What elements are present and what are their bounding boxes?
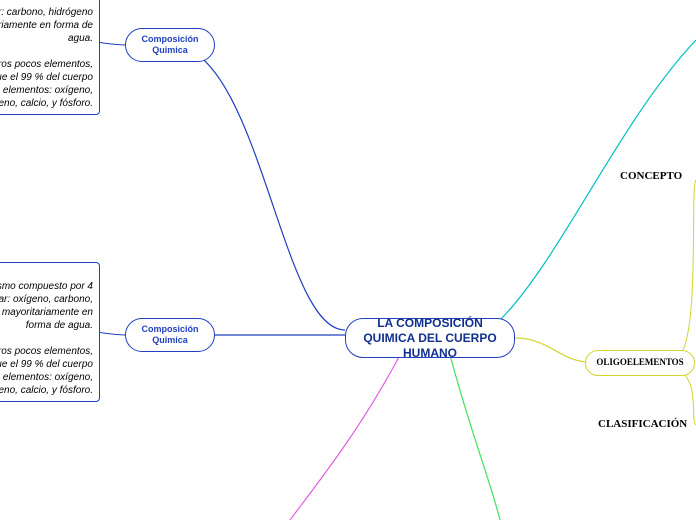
node-oligoelementos-label: OLIGOELEMENTOS [596, 357, 683, 368]
textbox-top-left: …4 elementos en particular: carbono, hid… [0, 0, 100, 115]
node-composicion-left[interactable]: Composición Quimica [125, 318, 215, 352]
node-composicion-left-label: Composición Quimica [140, 324, 200, 347]
central-node[interactable]: LA COMPOSICIÓN QUIMICA DEL CUERPO HUMANO [345, 318, 515, 358]
label-clasificacion[interactable]: CLASIFICACIÓN [598, 418, 687, 430]
node-composicion-top-label: Composición Quimica [140, 34, 200, 57]
connector-lines [0, 0, 696, 520]
textbox-mid-left: Un 96 % de nuestro organismo compuesto p… [0, 262, 100, 402]
mindmap-canvas: LA COMPOSICIÓN QUIMICA DEL CUERPO HUMANO… [0, 0, 696, 520]
node-oligoelementos[interactable]: OLIGOELEMENTOS [585, 350, 695, 376]
label-concepto[interactable]: CONCEPTO [620, 170, 682, 182]
node-composicion-top[interactable]: Composición Quimica [125, 28, 215, 62]
central-node-label: LA COMPOSICIÓN QUIMICA DEL CUERPO HUMANO [360, 316, 500, 361]
textbox-top-left-text: …4 elementos en particular: carbono, hid… [0, 7, 93, 109]
label-clasificacion-text: CLASIFICACIÓN [598, 418, 687, 430]
label-concepto-text: CONCEPTO [620, 170, 682, 182]
textbox-mid-left-text: Un 96 % de nuestro organismo compuesto p… [0, 281, 93, 396]
